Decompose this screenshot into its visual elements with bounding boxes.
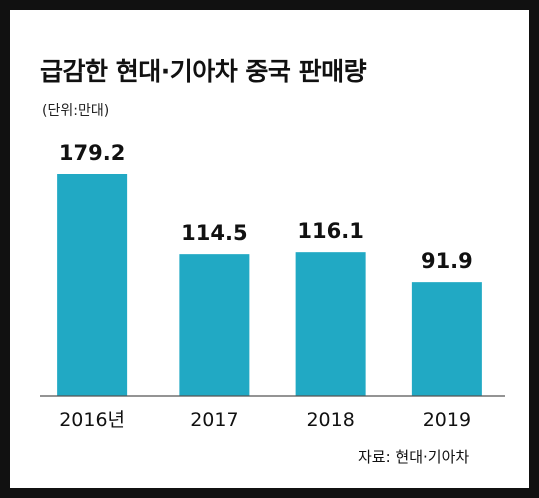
unit-label: (단위:만대) [42,103,110,119]
bar-0 [57,174,128,396]
chart-title: 급감한 현대·기아차 중국 판매량 [40,57,367,86]
data-label-3: 91.9 [421,249,473,273]
bar-2 [295,252,366,396]
x-tick-label-2: 2018 [306,409,354,431]
data-label-1: 114.5 [181,221,247,245]
bar-1 [179,254,250,396]
bar-3 [411,282,482,396]
x-tick-label-1: 2017 [190,409,238,431]
data-label-0: 179.2 [59,141,125,165]
x-tick-label-3: 2019 [423,409,471,431]
source-note: 자료: 현대·기아차 [358,448,470,466]
data-label-2: 116.1 [297,219,363,243]
x-tick-label-0: 2016년 [59,409,125,431]
